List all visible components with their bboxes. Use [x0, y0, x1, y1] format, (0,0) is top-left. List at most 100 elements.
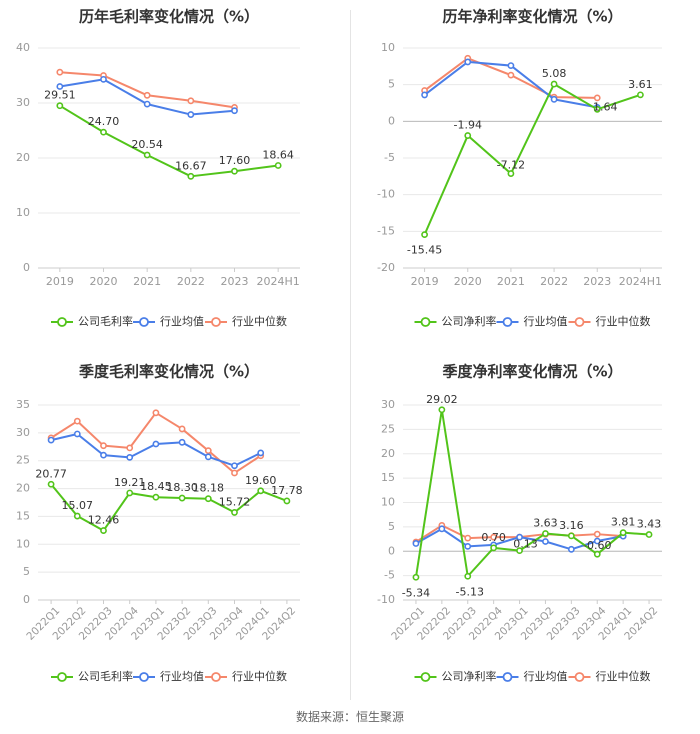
quarterly-net-median-point: [593, 530, 601, 538]
annual-gross-legend-company-label: 公司毛利率: [78, 314, 133, 328]
quarterly-net-average-point: [464, 542, 472, 550]
annual-gross-xtick-label: 2023: [221, 275, 249, 288]
annual-gross-average-point: [143, 100, 151, 108]
annual-net-data-label: 3.61: [628, 78, 653, 91]
quarterly-net-data-label: 3.16: [559, 519, 584, 532]
quarterly-gross-ytick-label: 10: [16, 537, 30, 550]
annual-gross-xtick-label: 2020: [90, 275, 118, 288]
annual-net-ytick-label: 10: [381, 41, 395, 54]
annual-gross-xtick-label: 2024H1: [257, 275, 300, 288]
annual-gross-legend-median-label: 行业中位数: [232, 314, 287, 328]
quarterly-net-median-point: [490, 533, 498, 541]
annual-gross-ytick-label: 10: [16, 206, 30, 219]
quarterly-net-average-point: [438, 525, 446, 533]
quarterly-gross-median-point: [126, 444, 134, 452]
quarterly-gross-data-label: 17.78: [271, 484, 303, 497]
quarterly-net-legend-average-label: 行业均值: [524, 670, 568, 683]
quarterly-net-data-label: 0.70: [481, 531, 506, 544]
quarterly-net-median-point: [464, 534, 472, 542]
annual-gross-ytick-label: 40: [16, 41, 30, 54]
annual-gross-legend-average-label: 行业均值: [160, 315, 204, 328]
quarterly-gross-company-point: [100, 527, 107, 534]
quarterly-gross-ytick-label: 0: [23, 593, 30, 606]
quarterly-net-ytick-label: 10: [381, 496, 395, 509]
quarterly-net-company-point: [464, 572, 472, 580]
annual-net-data-label: -1.94: [454, 119, 482, 132]
quarterly-gross-company-point: [257, 487, 265, 495]
quarterly-gross-data-label: 19.21: [114, 476, 146, 489]
annual-net-company-point: [637, 91, 644, 99]
annual-net-legend-company-marker: [420, 317, 431, 327]
annual-net-data-label: -7.12: [497, 159, 525, 172]
quarterly-net-data-label: -0.60: [583, 539, 611, 552]
quarterly-gross-company-line: [50, 483, 288, 532]
annual-net-xtick-label: 2024H1: [619, 275, 662, 288]
quarterly-gross-legend-company-marker: [57, 672, 67, 682]
annual-net-ytick-label: -20: [377, 261, 395, 274]
quarterly-net-data-label: 3.63: [533, 517, 558, 530]
quarterly-net-legend-company-marker: [420, 672, 431, 682]
quarterly-net-average-point: [516, 533, 523, 541]
annual-net-xtick-label: 2020: [454, 275, 482, 288]
quarterly-net-company-point: [412, 573, 420, 581]
quarterly-net-company-point: [645, 531, 653, 538]
annual-net-xtick-label: 2022: [540, 275, 568, 288]
quarterly-net-company-point: [438, 406, 446, 414]
quarterly-gross-ytick-label: 35: [16, 398, 30, 411]
annual-gross-company-point: [56, 102, 64, 110]
annual-net-legend-median-marker: [574, 317, 585, 327]
annual-net-ytick-label: -5: [384, 151, 395, 164]
annual-net-xtick-label: 2023: [583, 275, 611, 288]
annual-net-data-label: 5.08: [542, 67, 567, 80]
annual-net-median-point: [593, 94, 601, 102]
quarterly-gross-ytick-label: 25: [16, 454, 30, 467]
quarterly-gross-company-point: [73, 512, 81, 520]
quarterly-gross-median-point: [231, 469, 238, 477]
data-source: 数据来源：恒生聚源: [295, 710, 404, 724]
quarterly-gross-company-point: [231, 509, 238, 516]
annual-gross-median-point: [56, 68, 64, 76]
annual-gross-ytick-label: 0: [23, 261, 30, 274]
annual-gross-xtick-label: 2021: [133, 275, 161, 288]
quarterly-net-average-point: [542, 538, 549, 545]
quarterly-gross-ytick-label: 15: [16, 509, 30, 522]
annual-gross-median-point: [143, 91, 151, 99]
quarterly-net-company-point: [490, 544, 498, 552]
quarterly-gross-legend-company-label: 公司毛利率: [78, 669, 133, 683]
quarterly-gross-data-label: 12.46: [88, 514, 120, 527]
quarterly-gross-median-point: [152, 409, 160, 417]
quarterly-gross-average-point: [257, 449, 265, 457]
quarterly-net-data-label: 0.13: [513, 538, 538, 551]
annual-gross-data-label: 29.51: [44, 89, 76, 102]
annual-gross-legend-median-marker: [211, 317, 221, 327]
quarterly-gross-ytick-label: 30: [16, 426, 30, 439]
quarterly-net-data-label: 3.81: [611, 516, 636, 529]
quarterly-gross-average-point: [73, 430, 81, 438]
quarterly-gross-company-point: [152, 493, 160, 501]
quarterly-gross-legend-average-marker: [139, 672, 149, 682]
annual-net-title: 历年净利率变化情况（%）: [442, 8, 622, 26]
quarterly-net-company-point: [619, 529, 627, 537]
quarterly-net-ytick-label: -10: [377, 593, 395, 606]
annual-net-xtick-label: 2021: [497, 275, 525, 288]
quarterly-gross-legend-average-label: 行业均值: [160, 670, 204, 683]
quarterly-gross-company-point: [126, 489, 134, 497]
annual-net-company-line: [423, 83, 641, 236]
quarterly-net-data-label: 29.02: [426, 393, 458, 406]
quarterly-gross-company-point: [283, 497, 291, 505]
quarterly-net-ytick-label: 30: [381, 398, 395, 411]
quarterly-net-ytick-label: 25: [381, 422, 395, 435]
annual-gross-legend-average-marker: [139, 317, 149, 327]
quarterly-net-average-point: [593, 537, 601, 545]
quarterly-net-legend-company-label: 公司净利率: [442, 669, 497, 683]
quarterly-net-data-label: -5.34: [402, 586, 430, 599]
annual-net-company-point: [593, 105, 601, 113]
quarterly-gross-average-point: [152, 440, 160, 448]
quarterly-gross-company-point: [178, 494, 186, 502]
annual-net-company-point: [421, 231, 428, 239]
annual-net-ytick-label: -10: [377, 188, 395, 201]
annual-net-ytick-label: -15: [377, 224, 395, 237]
quarterly-gross-ytick-label: 20: [16, 482, 30, 495]
annual-gross-average-point: [231, 107, 238, 115]
quarterly-gross-median-point: [204, 447, 212, 455]
